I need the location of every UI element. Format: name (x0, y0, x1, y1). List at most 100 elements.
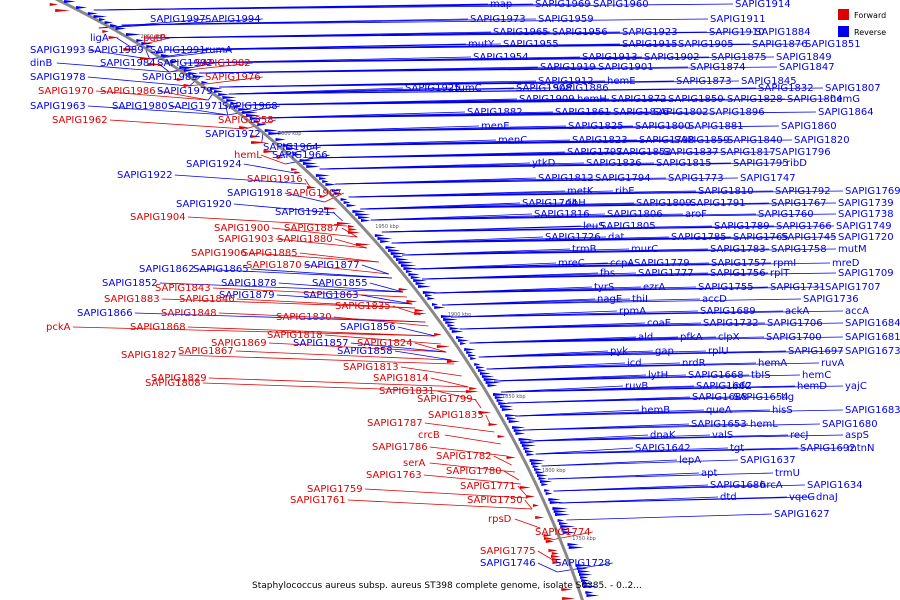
leader-line (545, 531, 593, 542)
gene-label-right: SAPIG1956 (552, 27, 608, 38)
gene-label-left: SAPIG1782 (436, 451, 492, 462)
gene-label-left: SAPIG1814 (373, 373, 429, 384)
leader-line (433, 286, 824, 294)
leader-line (233, 203, 336, 214)
gene-feature (201, 81, 209, 84)
gene-feature (460, 342, 467, 345)
gene-feature (465, 390, 480, 393)
gene-label-right: hemD (797, 381, 827, 392)
gene-feature (400, 264, 417, 267)
gene-label-left: SAPIG1907 (286, 188, 342, 199)
gene-label-right: hemC (802, 370, 831, 381)
gene-feature (343, 201, 351, 204)
gene-label-right: dnaJ (816, 492, 838, 503)
leader-line (547, 472, 774, 480)
gene-label-right: SAPIG1910 (709, 27, 765, 38)
gene-feature (160, 54, 171, 57)
gene-label-right: SAPIG1837 (663, 147, 719, 158)
gene-feature (414, 312, 427, 315)
leader-line (218, 312, 426, 323)
gene-label-right: SAPIG1779 (634, 258, 690, 269)
leader-line (402, 248, 837, 256)
gene-label-right: SAPIG1697 (788, 346, 844, 357)
gene-label-right: recJ (790, 430, 809, 441)
leader-line (347, 499, 533, 510)
gene-feature (548, 498, 561, 501)
gene-feature (557, 519, 565, 522)
gene-label-left: SAPIG1865 (193, 264, 249, 275)
leader-line (423, 474, 521, 485)
gene-label-right: gap (655, 346, 674, 357)
gene-label-right: clpX (718, 332, 740, 343)
gene-label-right: hemE (607, 76, 636, 87)
gene-label-right: hisS (772, 405, 793, 416)
leader-line (276, 294, 413, 305)
gene-feature (513, 429, 525, 432)
gene-label-right: ruvB (625, 381, 648, 392)
gene-feature (325, 183, 337, 186)
leader-line (442, 298, 802, 306)
leader-line (333, 316, 429, 327)
gene-feature (579, 573, 593, 576)
gene-feature (209, 87, 223, 90)
gene-label-right: SAPIG1654 (733, 392, 789, 403)
gene-label-right: SAPIG1766 (776, 221, 832, 232)
gene-feature (458, 339, 470, 342)
gene-label-right: SAPIG1955 (503, 39, 559, 50)
gene-label-right: SAPIG1745 (781, 232, 837, 243)
gene-feature (334, 192, 342, 195)
leader-lines (56, 3, 846, 573)
gene-label-left: SAPIG1829 (151, 373, 207, 384)
gene-label-right: SAPIG1840 (727, 135, 783, 146)
gene-label-right: SAPIG1653 (691, 419, 747, 430)
gene-feature (558, 522, 569, 525)
gene-label-right: SAPIG1853 (616, 147, 672, 158)
gene-feature (488, 423, 499, 426)
gene-label-left: SAPIG1971 (168, 101, 224, 112)
gene-label-right: SAPIG1709 (838, 268, 894, 279)
gene-feature (355, 213, 371, 216)
gene-feature (340, 198, 348, 201)
gene-label-left: SAPIG1887 (284, 223, 340, 234)
gene-feature (282, 144, 298, 147)
gene-label-left: pckA (46, 322, 71, 333)
gene-label-right: SAPIG1911 (710, 14, 766, 25)
gene-label-left: SAPIG1992 (157, 58, 213, 69)
gene-feature (506, 456, 516, 459)
leader-line (121, 18, 709, 26)
gene-feature (478, 369, 487, 372)
leader-line (87, 49, 150, 60)
gene-label-left: SAPIG1966 (272, 150, 328, 161)
leader-line (260, 154, 286, 165)
leader-line (535, 447, 634, 455)
gene-label-right: SAPIG1850 (668, 94, 724, 105)
leader-line (397, 326, 436, 337)
gene-label-right: SAPIG1861 (555, 107, 611, 118)
gene-label-left: SAPIG1883 (104, 294, 160, 305)
gene-label-right: icd (627, 358, 642, 369)
gene-feature (545, 540, 555, 543)
leader-line (98, 18, 263, 29)
gene-feature (567, 543, 579, 546)
gene-label-left: SAPIG1993 (30, 45, 86, 56)
gene-label-left: SAPIG1843 (155, 283, 211, 294)
gene-feature (179, 66, 195, 69)
gene-label-right: SAPIG1683 (845, 405, 900, 416)
gene-feature (346, 204, 357, 207)
gene-label-right: infC (732, 381, 752, 392)
gene-label-right: menE (481, 121, 510, 132)
gene-label-right: SAPIG1876 (752, 39, 808, 50)
gene-label-right: SAPIG1738 (838, 209, 894, 220)
gene-feature (580, 576, 589, 579)
gene-label-left: SAPIG1920 (176, 199, 232, 210)
gene-label-right: SAPIG1668 (688, 370, 744, 381)
gene-label-left: ligA (90, 33, 109, 44)
leader-line (116, 37, 132, 48)
gene-feature (481, 375, 495, 378)
gene-feature (519, 486, 531, 489)
gene-label-right: SAPIG1731 (770, 282, 826, 293)
gene-label-right: SAPIG1686 (710, 480, 766, 491)
gene-feature (583, 585, 598, 588)
gene-label-right: SAPIG1812 (538, 173, 594, 184)
gene-feature (49, 3, 59, 6)
